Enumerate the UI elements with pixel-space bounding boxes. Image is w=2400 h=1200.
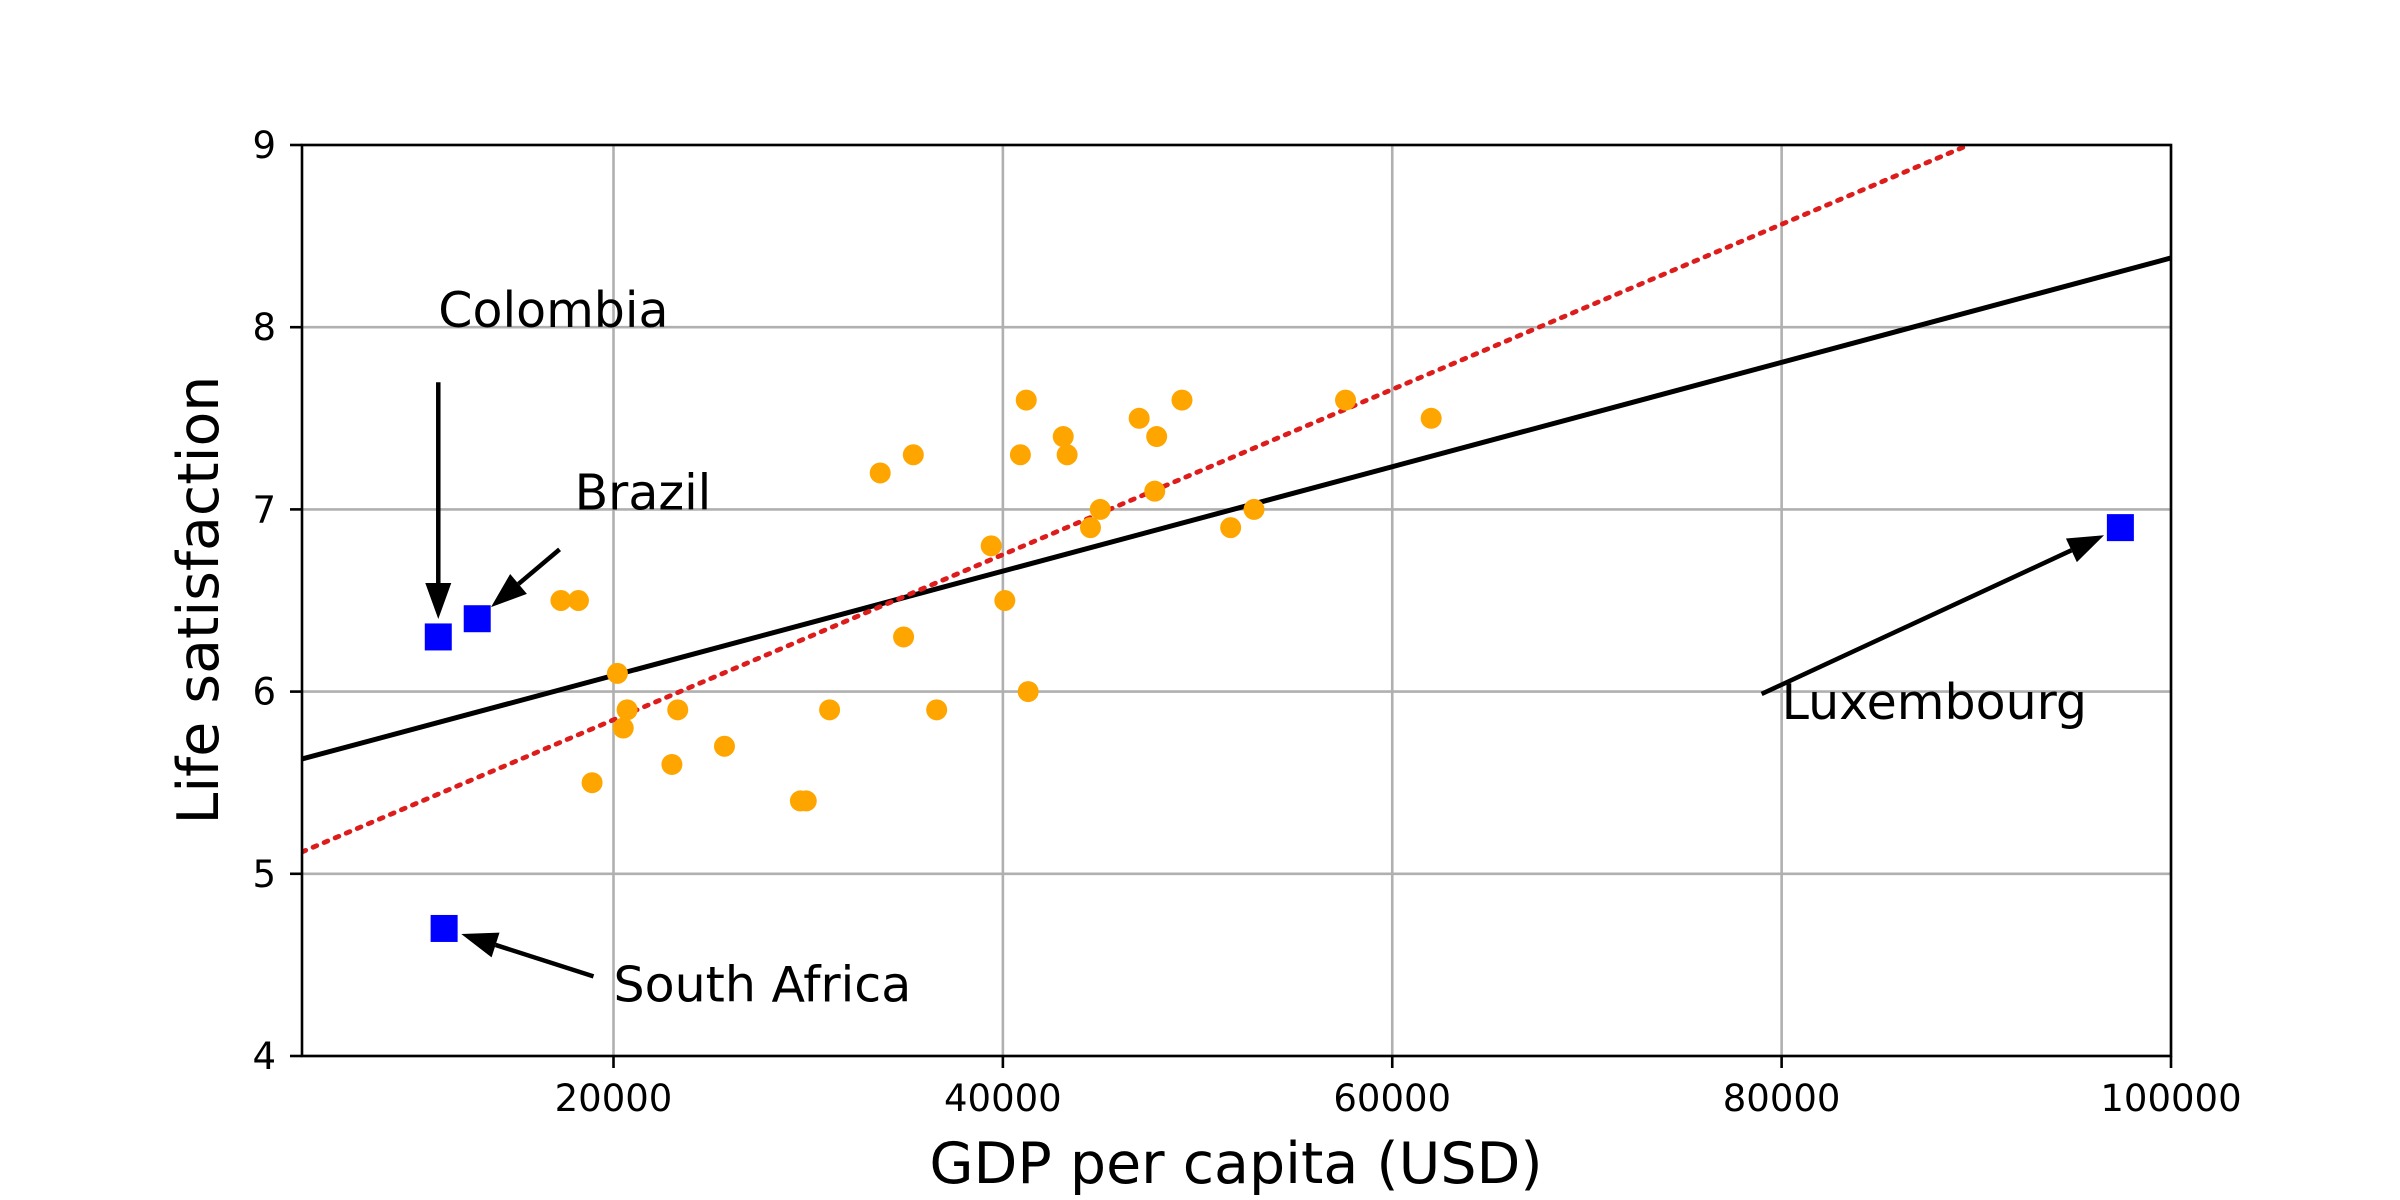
data-point <box>667 699 689 721</box>
x-axis-title: GDP per capita (USD) <box>929 1131 1542 1197</box>
highlighted-point <box>424 623 452 651</box>
annotation-arrow-shaft <box>494 942 595 979</box>
annotation-label: Brazil <box>575 464 712 521</box>
data-point <box>893 626 915 648</box>
data-point <box>612 717 634 739</box>
x-tick-label: 40000 <box>944 1077 1062 1120</box>
data-point <box>902 444 924 466</box>
data-point <box>1079 517 1101 539</box>
dotted-fit-line <box>302 145 1971 855</box>
x-tick-label: 20000 <box>555 1077 673 1120</box>
data-point <box>616 699 638 721</box>
data-point <box>1052 426 1074 448</box>
data-point <box>926 699 948 721</box>
data-point <box>1128 407 1150 429</box>
annotation-arrow-shaft <box>1760 548 2073 696</box>
y-axis-title: Life satisfaction <box>166 376 232 825</box>
plot-frame <box>300 143 2173 1058</box>
y-tick-label: 4 <box>252 1035 276 1078</box>
annotation-label: Colombia <box>438 282 668 339</box>
data-point <box>994 590 1016 611</box>
data-point <box>819 699 841 721</box>
y-tick-label: 6 <box>252 671 276 714</box>
data-point <box>1144 480 1166 502</box>
highlighted-point <box>2106 514 2134 542</box>
data-point <box>1015 389 1037 411</box>
data-point <box>1220 517 1242 539</box>
highlighted-point <box>463 605 491 633</box>
data-point <box>795 790 817 812</box>
data-point <box>1335 389 1357 411</box>
annotations: Colombia Brazil South Africa Luxembourg <box>425 282 2105 1013</box>
annotation-label: Luxembourg <box>1782 674 2087 731</box>
data-point <box>713 735 735 757</box>
annotation-arrow-shaft <box>517 547 562 586</box>
annotation-arrow-head <box>461 932 500 958</box>
x-tick-label: 80000 <box>1723 1077 1841 1120</box>
data-point <box>1146 426 1168 448</box>
data-point <box>980 535 1002 557</box>
data-point <box>581 772 603 794</box>
data-point <box>1017 681 1039 703</box>
data-point <box>869 462 891 484</box>
annotation-arrow-head <box>2065 535 2105 563</box>
data-point <box>661 753 683 775</box>
data-layer <box>302 145 2171 942</box>
data-point <box>550 590 572 611</box>
annotation-arrow-head <box>425 582 452 619</box>
annotation-label: South Africa <box>614 956 912 1013</box>
data-point <box>1171 389 1193 411</box>
data-point <box>567 590 589 611</box>
data-point <box>1056 444 1078 466</box>
highlighted-point <box>430 914 458 942</box>
data-point <box>1420 407 1442 429</box>
data-point <box>606 662 628 684</box>
x-tick-label: 100000 <box>2100 1077 2241 1120</box>
y-tick-label: 7 <box>252 488 276 531</box>
axes: 20000 40000 60000 80000 100000 4 5 6 7 8 9 <box>252 124 2241 1120</box>
annotation-arrow-head <box>490 573 527 608</box>
x-tick-label: 60000 <box>1333 1077 1451 1120</box>
y-tick-label: 9 <box>252 124 276 167</box>
data-point <box>1243 498 1265 520</box>
data-point <box>1089 498 1111 520</box>
data-point <box>1009 444 1031 466</box>
y-tick-label: 5 <box>252 853 276 896</box>
y-tick-label: 8 <box>252 306 276 349</box>
